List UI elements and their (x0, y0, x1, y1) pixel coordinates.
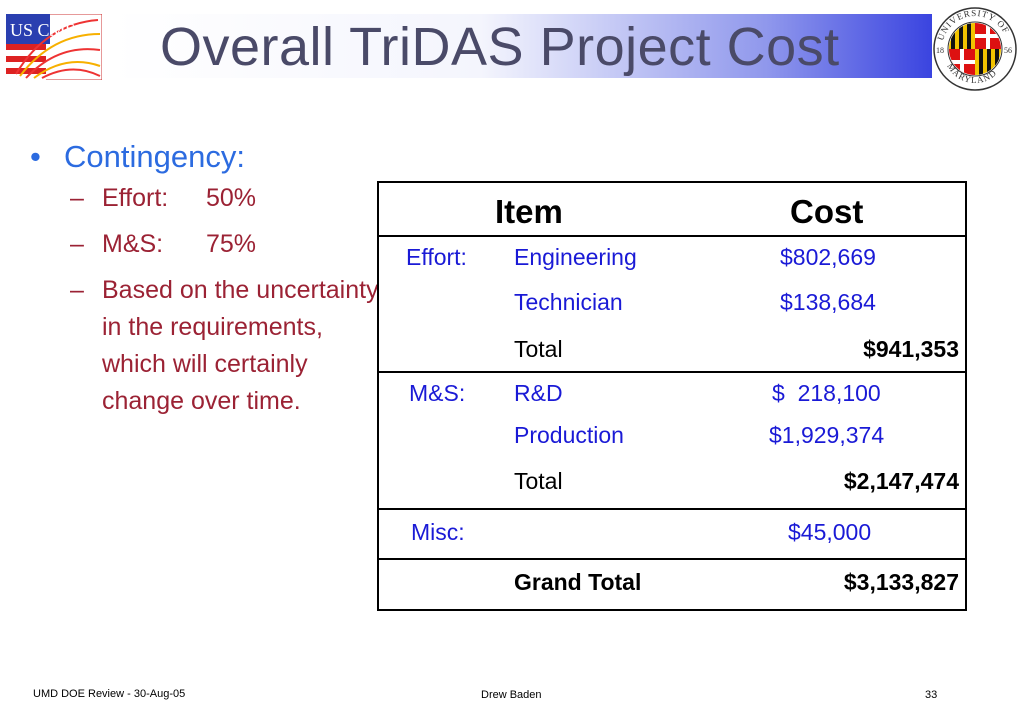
sub-bullet-effort-value: 50% (206, 184, 257, 212)
effort-total-label: Total (514, 336, 563, 362)
sub-bullet-effort: – Effort: 50% (30, 180, 370, 217)
ms-category: M&S: (409, 380, 466, 406)
effort-technician-item: Technician (514, 289, 623, 315)
bullet-list: • Contingency: – Effort: 50% – M&S: 75% – … (30, 138, 379, 420)
ms-rd-cost: $ 218,100 (772, 380, 881, 406)
ms-total-cost: $2,147,474 (843, 468, 959, 494)
ms-total-label: Total (514, 468, 563, 494)
sub-bullet-list: – Effort: 50% – M&S: 75% – Based on the un… (30, 180, 379, 420)
footer-center: Drew Baden (481, 689, 542, 701)
bullet-dot-icon: • (30, 139, 41, 174)
ms-production-item: Production (514, 422, 624, 448)
grand-total-cost: $3,133,827 (843, 569, 959, 595)
misc-category: Misc: (411, 519, 465, 545)
sub-bullet-note-text: Based on the uncertainty in the requirem… (102, 276, 379, 415)
table-divider (379, 558, 965, 560)
umd-seal-year-right: 56 (1004, 46, 1012, 55)
ms-rd-item: R&D (514, 380, 563, 406)
cost-table: Item Cost Effort: Engineering $802,669 T… (377, 181, 967, 611)
grand-total-label: Grand Total (514, 569, 642, 595)
effort-technician-cost: $138,684 (780, 289, 876, 315)
slide-title: Overall TriDAS Project Cost (160, 17, 840, 77)
umd-seal-year-left: 18 (936, 46, 944, 55)
table-header-item: Item (495, 193, 563, 230)
effort-engineering-item: Engineering (514, 244, 637, 270)
table-header-cost: Cost (790, 193, 864, 230)
ms-production-cost: $1,929,374 (769, 422, 885, 448)
sub-bullet-note: – Based on the uncertainty in the requir… (30, 272, 392, 420)
effort-total-cost: $941,353 (863, 336, 959, 362)
table-divider (379, 371, 965, 373)
dash-icon: – (70, 184, 84, 212)
dash-icon: – (70, 276, 84, 304)
title-banner (112, 14, 932, 78)
dash-icon: – (70, 230, 84, 258)
sub-bullet-ms-value: 75% (206, 230, 257, 258)
table-divider (379, 508, 965, 510)
footer-left: UMD DOE Review - 30-Aug-05 (33, 688, 186, 700)
us-cms-logo-text: US CMS (10, 20, 76, 40)
effort-engineering-cost: $802,669 (780, 244, 876, 270)
bullet-contingency-text: Contingency: (64, 139, 245, 174)
table-divider (379, 235, 965, 237)
footer-page-number: 33 (925, 689, 938, 701)
bullet-contingency: • Contingency: (30, 138, 370, 176)
sub-bullet-ms-label: M&S: (102, 230, 164, 258)
sub-bullet-effort-label: Effort: (102, 184, 169, 212)
effort-category: Effort: (406, 244, 467, 270)
misc-cost: $45,000 (788, 519, 872, 545)
us-cms-logo: US CMS (6, 14, 102, 80)
umd-seal-logo: UNIVERSITY OF MARYLAND 18 56 (933, 7, 1017, 91)
sub-bullet-ms: – M&S: 75% (30, 226, 370, 263)
